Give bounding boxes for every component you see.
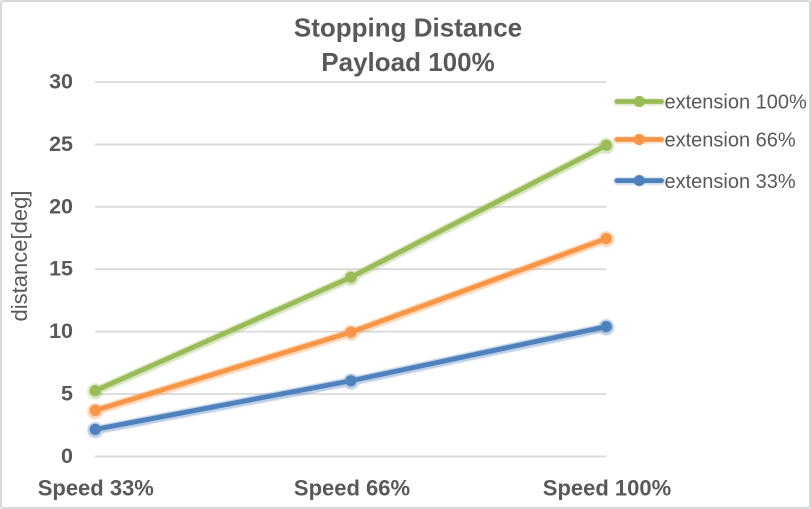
svg-text:20: 20 xyxy=(49,194,73,218)
svg-text:Speed 33%: Speed 33% xyxy=(38,476,154,501)
svg-text:15: 15 xyxy=(49,257,73,281)
svg-text:distance[deg]: distance[deg] xyxy=(7,191,32,322)
svg-text:10: 10 xyxy=(49,319,73,343)
svg-text:Speed 100%: Speed 100% xyxy=(543,476,671,501)
svg-text:25: 25 xyxy=(49,132,73,156)
svg-text:30: 30 xyxy=(49,70,73,94)
svg-text:Stopping Distance: Stopping Distance xyxy=(294,13,522,43)
svg-text:Speed 66%: Speed 66% xyxy=(294,476,410,501)
svg-text:extension 66%: extension 66% xyxy=(665,130,796,152)
svg-text:extension 33%: extension 33% xyxy=(665,171,796,193)
svg-text:Payload 100%: Payload 100% xyxy=(321,47,494,77)
svg-text:extension 100%: extension 100% xyxy=(665,92,808,114)
svg-text:0: 0 xyxy=(61,444,73,468)
svg-text:5: 5 xyxy=(61,382,73,406)
